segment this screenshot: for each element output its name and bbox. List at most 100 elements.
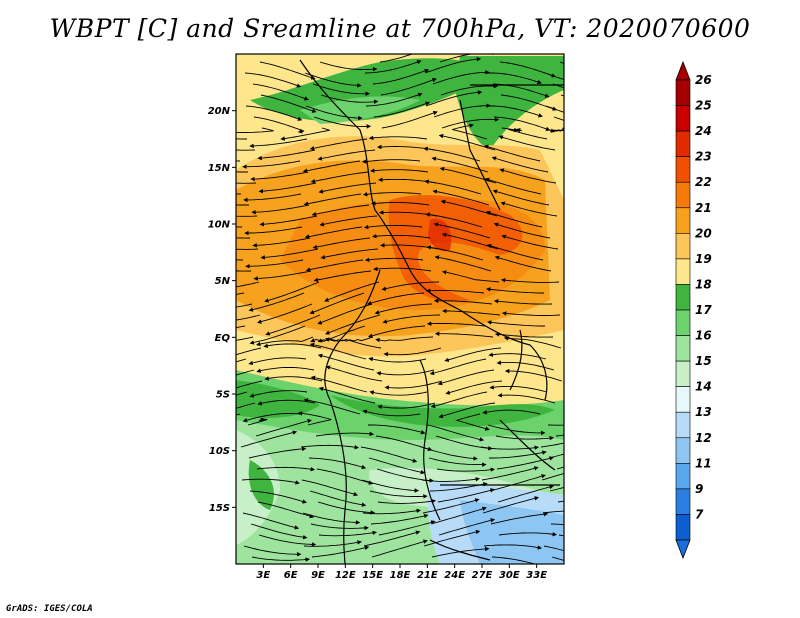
streamline	[309, 342, 367, 360]
streamline	[249, 390, 308, 398]
streamline	[309, 490, 367, 507]
streamline	[375, 336, 434, 343]
streamline	[242, 413, 301, 423]
streamline	[550, 523, 564, 526]
streamline	[430, 506, 487, 525]
lon-tick-label: 21E	[417, 570, 438, 581]
streamline	[501, 311, 561, 316]
streamline	[253, 116, 305, 134]
streamline	[370, 513, 429, 525]
streamline	[501, 234, 559, 250]
streamline	[487, 424, 546, 436]
streamline	[377, 499, 437, 504]
streamline	[371, 539, 428, 558]
streamline	[500, 277, 560, 283]
colorbar-label: 14	[695, 380, 712, 394]
streamline	[367, 292, 425, 306]
colorbar-label: 13	[695, 405, 712, 419]
streamline	[253, 270, 312, 281]
lon-tick-label: 3E	[256, 570, 270, 581]
streamline	[372, 266, 432, 272]
wbpt-shading	[236, 54, 564, 564]
colorbar-label: 16	[695, 329, 712, 343]
streamline	[245, 259, 304, 269]
streamline	[361, 159, 421, 164]
lat-tick-label: 15S	[209, 503, 230, 514]
streamline	[436, 467, 496, 472]
streamline	[380, 77, 437, 96]
streamline	[363, 224, 423, 230]
streamline	[313, 116, 372, 129]
streamline	[310, 171, 369, 184]
streamline	[242, 160, 301, 169]
streamline	[427, 424, 485, 442]
streamline	[236, 248, 259, 250]
streamline	[497, 484, 554, 503]
streamline	[236, 237, 251, 239]
streamline	[379, 54, 414, 63]
streamline	[364, 59, 422, 74]
colorbar-swatch	[675, 463, 691, 490]
lat-tick-label: 10S	[209, 446, 230, 457]
streamline	[373, 101, 431, 118]
streamline	[255, 418, 312, 437]
streamline	[497, 393, 556, 404]
colorbar-label: 22	[695, 175, 712, 189]
streamline	[482, 409, 541, 415]
streamline	[433, 103, 491, 118]
streamline	[500, 201, 558, 217]
colorbar: 26 25 24 23 22 21 20 19 18 17 16 15 14 13 12 11 9 7	[675, 60, 712, 560]
colorbar-label: 9	[695, 482, 703, 496]
streamline	[486, 320, 545, 327]
streamline	[251, 556, 311, 562]
streamline	[445, 380, 503, 395]
streamline	[421, 477, 481, 482]
streamline	[236, 380, 263, 389]
colorbar-label: 18	[695, 277, 712, 291]
streamline	[493, 116, 551, 131]
streamline	[311, 545, 370, 558]
streamline	[244, 226, 303, 236]
streamline	[489, 474, 546, 492]
streamline	[319, 215, 378, 227]
streamline	[324, 281, 380, 302]
streamline	[370, 201, 430, 206]
streamline	[493, 222, 551, 239]
streamline	[318, 182, 377, 194]
streamline	[236, 347, 262, 356]
streamline	[257, 149, 316, 161]
streamline	[490, 511, 549, 525]
lon-tick-label: 33E	[526, 570, 547, 581]
streamline	[499, 168, 557, 184]
streamline	[495, 435, 555, 441]
streamline	[545, 105, 564, 113]
streamline	[381, 281, 440, 291]
streamline	[484, 177, 542, 195]
streamline	[420, 446, 478, 461]
streamline	[498, 531, 558, 537]
streamline	[320, 248, 379, 260]
streamline	[378, 520, 436, 536]
streamline	[236, 160, 241, 162]
streamline	[257, 501, 315, 519]
streamline	[236, 171, 248, 173]
streamline	[236, 127, 274, 133]
streamline	[498, 135, 556, 151]
streamline	[236, 270, 252, 272]
streamline	[503, 336, 562, 349]
streamline	[245, 105, 303, 121]
streamline	[363, 530, 421, 547]
streamline	[367, 325, 426, 338]
streamline	[560, 94, 564, 97]
lat-tick-label: EQ	[215, 333, 231, 344]
streamline	[544, 72, 564, 81]
colorbar-swatch	[675, 488, 691, 515]
colorbar-swatch	[675, 360, 691, 387]
streamline	[318, 386, 376, 404]
streamline	[362, 192, 422, 197]
streamline	[492, 189, 550, 206]
streamline	[541, 472, 564, 481]
colorbar-swatch	[675, 105, 691, 132]
streamline	[553, 116, 564, 121]
streamline	[433, 222, 491, 239]
